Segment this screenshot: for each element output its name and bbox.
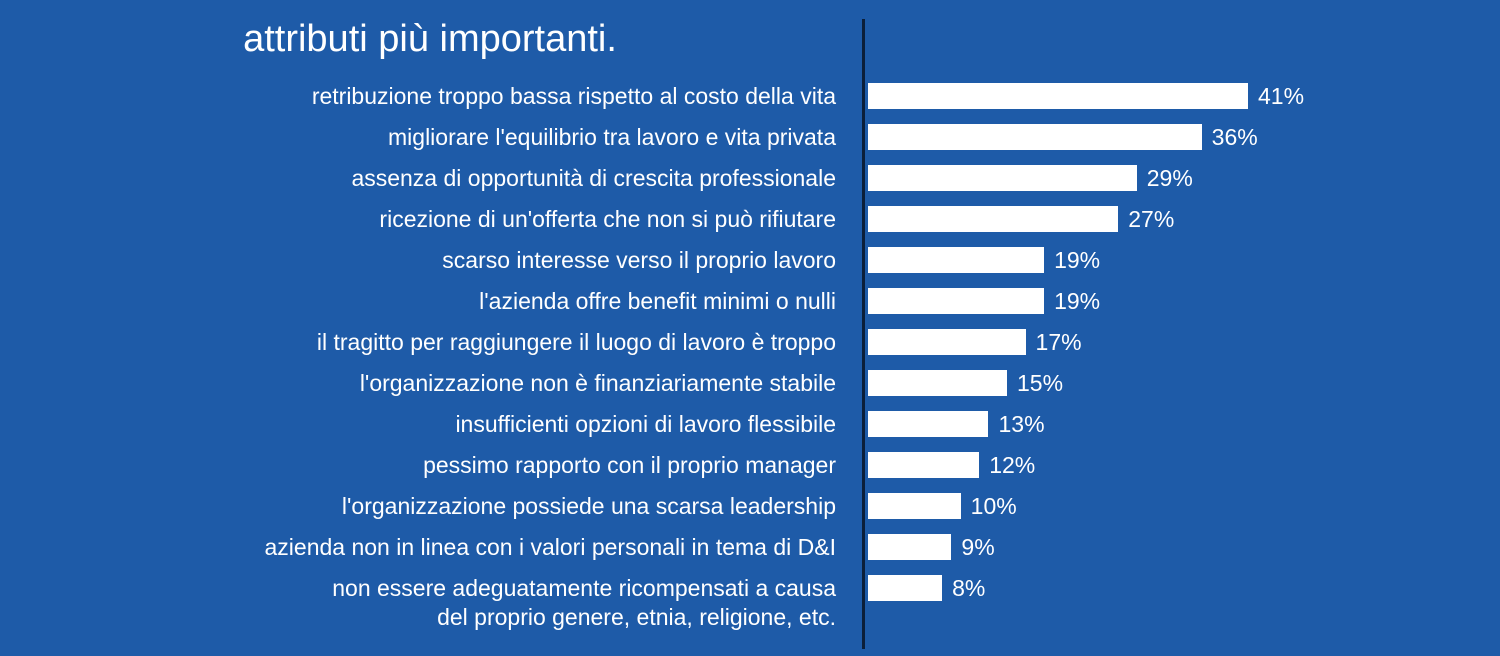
bar-area: 29% [850,163,1500,204]
bar-label: l'organizzazione possiede una scarsa lea… [0,491,850,521]
bar-value: 29% [1147,165,1193,191]
bar [868,534,951,560]
bar [868,493,961,519]
bar [868,206,1118,232]
bar-area: 41% [850,81,1500,122]
chart-row: il tragitto per raggiungere il luogo di … [0,327,1500,368]
bar-label: migliorare l'equilibrio tra lavoro e vit… [0,122,850,152]
bar [868,247,1044,273]
bar-label: l'azienda offre benefit minimi o nulli [0,286,850,316]
bar-area: 17% [850,327,1500,368]
bar-area: 19% [850,245,1500,286]
bar [868,452,979,478]
bar-area: 13% [850,409,1500,450]
bar [868,165,1137,191]
bar-label: pessimo rapporto con il proprio manager [0,450,850,480]
bar-area: 27% [850,204,1500,245]
bar-label: il tragitto per raggiungere il luogo di … [0,327,850,357]
chart-row: migliorare l'equilibrio tra lavoro e vit… [0,122,1500,163]
chart-title: attributi più importanti. [0,18,860,61]
bar-label: retribuzione troppo bassa rispetto al co… [0,81,850,111]
bar-value: 13% [998,411,1044,437]
bar-value: 19% [1054,247,1100,273]
chart-row: assenza di opportunità di crescita profe… [0,163,1500,204]
bar-value: 9% [961,534,994,560]
chart-row: insufficienti opzioni di lavoro flessibi… [0,409,1500,450]
bar-value: 12% [989,452,1035,478]
bar-label: azienda non in linea con i valori person… [0,532,850,562]
bar [868,124,1202,150]
bar-area: 15% [850,368,1500,409]
bar-label: ricezione di un'offerta che non si può r… [0,204,850,234]
bar-label: l'organizzazione non è finanziariamente … [0,368,850,398]
bar-value: 27% [1128,206,1174,232]
chart-row: pessimo rapporto con il proprio manager 1… [0,450,1500,491]
bar-value: 17% [1036,329,1082,355]
bar-label: scarso interesse verso il proprio lavoro [0,245,850,275]
bar-value: 41% [1258,83,1304,109]
bar-value: 36% [1212,124,1258,150]
chart-row: l'organizzazione possiede una scarsa lea… [0,491,1500,532]
bar-value: 8% [952,575,985,601]
bar-value: 10% [971,493,1017,519]
bar-label: assenza di opportunità di crescita profe… [0,163,850,193]
bar [868,288,1044,314]
bar-area: 12% [850,450,1500,491]
chart-rows: retribuzione troppo bassa rispetto al co… [0,81,1500,645]
bar [868,329,1026,355]
bar-area: 8% [850,573,1500,645]
bar-value: 15% [1017,370,1063,396]
chart-row: non essere adeguatamente ricompensati a … [0,573,1500,645]
bar [868,411,988,437]
bar [868,370,1007,396]
bar [868,575,942,601]
bar-area: 9% [850,532,1500,573]
bar-area: 19% [850,286,1500,327]
chart-row: l'organizzazione non è finanziariamente … [0,368,1500,409]
chart-row: scarso interesse verso il proprio lavoro… [0,245,1500,286]
bar-area: 10% [850,491,1500,532]
chart-row: azienda non in linea con i valori person… [0,532,1500,573]
bar-value: 19% [1054,288,1100,314]
bar-label: non essere adeguatamente ricompensati a … [0,573,850,632]
bar-area: 36% [850,122,1500,163]
bar-label: insufficienti opzioni di lavoro flessibi… [0,409,850,439]
chart-container: attributi più importanti. retribuzione t… [0,18,1500,645]
chart-row: l'azienda offre benefit minimi o nulli 19… [0,286,1500,327]
chart-row: retribuzione troppo bassa rispetto al co… [0,81,1500,122]
bar [868,83,1248,109]
chart-row: ricezione di un'offerta che non si può r… [0,204,1500,245]
